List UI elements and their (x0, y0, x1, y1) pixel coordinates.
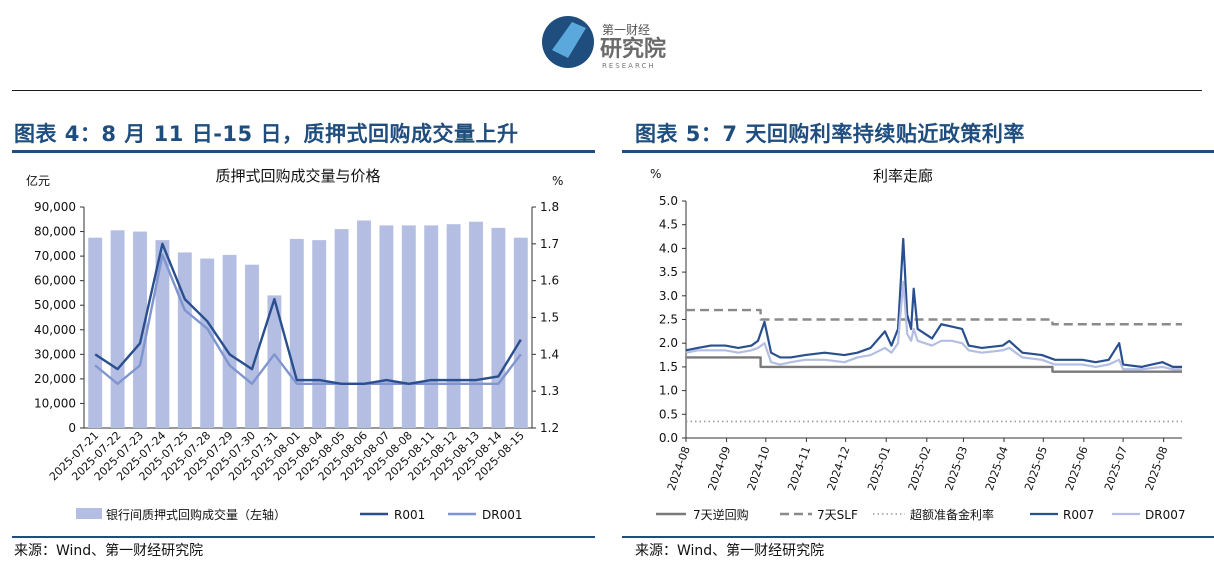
right-y-tick-label: 0.0 (659, 431, 678, 445)
right-x-tick-label: 2024-12 (825, 445, 853, 493)
left-y-axis-label: 亿元 (26, 173, 50, 188)
left-y-tick-label: 0 (68, 421, 76, 435)
right-panel-title: 图表 5：7 天回购利率持续贴近政策利率 (635, 122, 1025, 146)
reverse-repo-line (686, 356, 1182, 373)
left-y-tick-label: 60,000 (34, 274, 76, 288)
right-x-tick-label: 2025-03 (942, 445, 970, 493)
volume-bar (267, 295, 282, 428)
legend-dr001-label: DR001 (482, 508, 522, 522)
volume-bar (222, 254, 237, 428)
right-x-tick-label: 2025-08 (1143, 445, 1171, 493)
left-panel-title: 图表 4：8 月 11 日-15 日，质押式回购成交量上升 (14, 122, 519, 146)
right-x-tick-label: 2025-05 (1022, 445, 1050, 493)
r001-line (94, 242, 522, 385)
left-y-tick-label: 20,000 (34, 372, 76, 386)
right-y-tick-label: 3.5 (659, 265, 678, 279)
dr007-line (685, 280, 1182, 371)
left-y-tick-label: 70,000 (34, 249, 76, 263)
right-x-tick-label: 2024-09 (705, 445, 733, 493)
logo-big-text: 研究院 (600, 36, 666, 62)
volume-bar (133, 231, 147, 428)
volume-bar (110, 230, 125, 428)
right-title-underline (622, 150, 1214, 153)
left-y2-tick-label: 1.6 (540, 274, 559, 288)
volume-bar (513, 237, 528, 428)
left-y-tick-label: 50,000 (34, 298, 76, 312)
left-y-tick-label: 90,000 (34, 200, 76, 214)
right-y-tick-label: 3.0 (659, 289, 678, 303)
right-x-tick-label: 2024-08 (665, 445, 693, 493)
left-y2-tick-label: 1.7 (540, 237, 559, 251)
left-y2-tick-label: 1.4 (540, 347, 559, 361)
right-source: 来源：Wind、第一财经研究院 (635, 543, 825, 559)
right-x-tick-label: 2025-06 (1063, 445, 1091, 493)
volume-bar (200, 258, 215, 428)
r007-line (685, 237, 1182, 368)
legend-slf-line-label: 7天SLF (817, 508, 858, 522)
volume-bar (312, 240, 327, 428)
left-y-tick-label: 80,000 (34, 225, 76, 239)
legend-r001-label: R001 (394, 508, 425, 522)
right-y-tick-label: 4.0 (659, 241, 678, 255)
left-y2-tick-label: 1.8 (540, 200, 559, 214)
right-x-tick-label: 2025-04 (983, 445, 1011, 493)
left-source: 来源：Wind、第一财经研究院 (14, 543, 204, 559)
left-y2-tick-label: 1.5 (540, 311, 559, 325)
left-chart-title: 质押式回购成交量与价格 (215, 167, 380, 185)
right-y-tick-label: 2.5 (659, 313, 678, 327)
volume-bar (491, 227, 506, 428)
legend-ioer-line-label: 超额准备金利率 (910, 507, 994, 522)
right-y-tick-label: 5.0 (659, 194, 678, 208)
right-x-tick-label: 2025-01 (865, 445, 893, 493)
dr001-line (94, 253, 522, 385)
legend-r007-line-label: R007 (1063, 508, 1094, 522)
logo: 第一财经 研究院 RESEARCH (538, 10, 688, 74)
logo-mark-icon: 第一财经 研究院 RESEARCH (542, 16, 666, 70)
volume-bar (424, 225, 439, 428)
right-x-tick-label: 2025-02 (906, 445, 934, 493)
right-bottom-rule (622, 536, 1214, 538)
logo-small-text: 第一财经 (602, 23, 650, 37)
volume-bar (379, 225, 394, 428)
volume-bar (289, 238, 304, 428)
left-y-tick-label: 10,000 (34, 396, 76, 410)
right-y-tick-label: 0.5 (659, 407, 678, 421)
right-x-tick-label: 2024-11 (785, 445, 813, 493)
left-y2-tick-label: 1.2 (540, 421, 559, 435)
volume-bar (245, 264, 259, 428)
left-title-underline (12, 150, 595, 153)
left-y2-tick-label: 1.3 (540, 384, 559, 398)
legend-dr007-line-label: DR007 (1145, 508, 1185, 522)
volume-bar (401, 225, 416, 428)
header-divider (12, 90, 1202, 91)
left-bottom-rule (12, 536, 595, 538)
right-y-axis-label: % (650, 167, 661, 181)
left-y2-axis-label: % (552, 174, 563, 188)
volume-bar (446, 224, 461, 428)
volume-bar (88, 237, 103, 428)
right-y-tick-label: 2.0 (659, 336, 678, 350)
volume-bar (334, 229, 349, 428)
right-x-tick-label: 2025-07 (1102, 445, 1130, 493)
slf-line (686, 308, 1182, 326)
right-x-tick-label: 2024-10 (745, 445, 773, 493)
legend-volume-label: 银行间质押式回购成交量（左轴） (106, 507, 286, 522)
right-chart-title: 利率走廊 (873, 167, 933, 185)
left-y-tick-label: 40,000 (34, 323, 76, 337)
right-y-tick-label: 4.5 (659, 218, 678, 232)
volume-bar (469, 221, 483, 428)
volume-bar (177, 252, 192, 428)
right-y-tick-label: 1.5 (659, 360, 678, 374)
volume-bar (357, 220, 371, 428)
logo-sub-text: RESEARCH (602, 62, 656, 70)
right-y-tick-label: 1.0 (659, 384, 678, 398)
legend-reverse-repo-line-label: 7天逆回购 (693, 507, 749, 522)
legend-volume-swatch (76, 508, 102, 519)
volume-bar (155, 240, 170, 428)
left-y-tick-label: 30,000 (34, 347, 76, 361)
